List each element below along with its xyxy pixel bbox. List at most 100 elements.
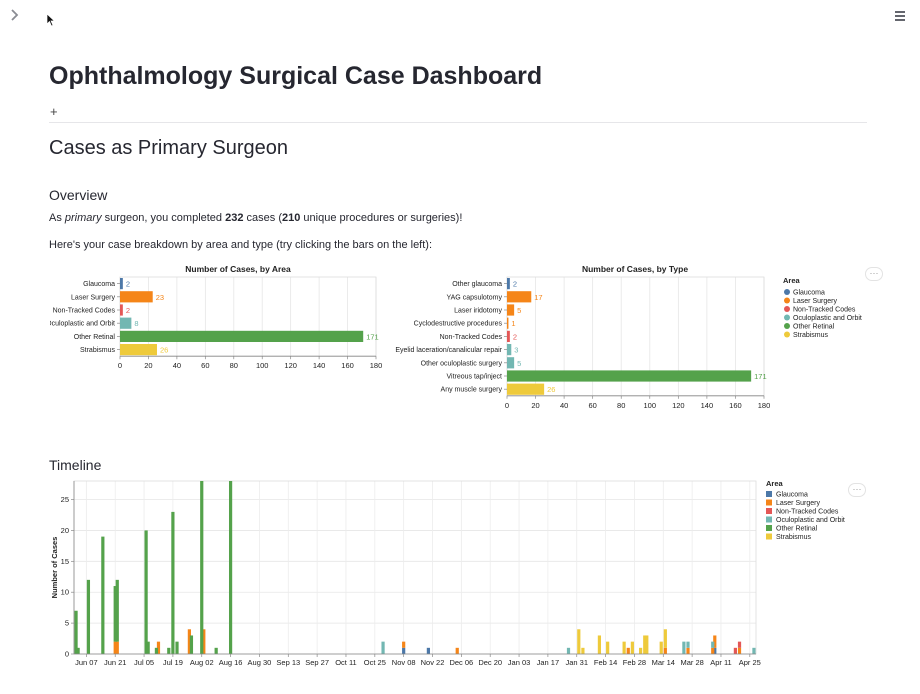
timeline-bar xyxy=(202,629,206,654)
x-tick-label: Nov 22 xyxy=(421,658,445,667)
x-tick-label: Dec 20 xyxy=(478,658,502,667)
legend-swatch xyxy=(784,314,790,321)
legend-swatch xyxy=(766,533,772,540)
x-tick-label: Dec 06 xyxy=(449,658,473,667)
bar-value-label: 3 xyxy=(514,346,518,355)
timeline-bar xyxy=(214,647,218,654)
timeline-heading: Timeline xyxy=(49,457,102,473)
bar xyxy=(120,330,364,342)
bar-value-label: 2 xyxy=(126,280,130,289)
x-tick-label: 20 xyxy=(531,401,539,410)
legend-swatch xyxy=(784,331,790,338)
x-tick-label: Jan 03 xyxy=(508,658,531,667)
x-tick-label: Jan 17 xyxy=(537,658,560,667)
timeline-bar xyxy=(144,530,148,654)
legend-swatch xyxy=(766,499,772,506)
x-tick-label: 140 xyxy=(313,361,326,370)
bar xyxy=(507,291,532,303)
y-tick-label: 15 xyxy=(61,557,69,566)
legend-label: Other Retinal xyxy=(776,526,818,533)
timeline-bar xyxy=(737,641,742,648)
y-tick-label: 25 xyxy=(61,495,69,504)
plot-frame xyxy=(73,480,757,655)
bar-value-label: 26 xyxy=(160,346,168,355)
x-tick-label: 160 xyxy=(729,401,742,410)
timeline-bar xyxy=(686,641,690,648)
timeline-bar xyxy=(455,647,459,654)
bar-value-label: 2 xyxy=(513,280,517,289)
legend-swatch xyxy=(784,289,790,295)
timeline-bar xyxy=(402,647,406,654)
x-tick-label: 40 xyxy=(560,401,568,410)
timeline-bar xyxy=(167,647,171,654)
hamburger-menu-icon xyxy=(895,11,905,21)
cases-by-area-chart[interactable]: Number of Cases, by Area 2 Glaucoma 23 Laser… xyxy=(50,260,395,410)
legend-label: Non-Tracked Codes xyxy=(793,307,856,314)
x-tick-label: 40 xyxy=(173,361,181,370)
timeline-bar xyxy=(711,647,715,654)
timeline-bar xyxy=(577,629,581,654)
category-label: Oculoplastic and Orbit xyxy=(50,321,115,328)
category-label: Laser iridotomy xyxy=(454,308,502,315)
sidebar-toggle-button[interactable] xyxy=(8,8,22,22)
chart-actions-menu-button[interactable]: ··· xyxy=(865,267,883,281)
chart-title: Number of Cases, by Area xyxy=(185,264,291,274)
page-title: Ophthalmology Surgical Case Dashboard xyxy=(49,62,543,90)
x-tick-label: Oct 11 xyxy=(335,658,357,667)
main-menu-button[interactable] xyxy=(893,9,907,23)
bar-value-label: 1 xyxy=(511,319,515,328)
category-label: YAG capsulotomy xyxy=(446,294,502,301)
legend-label: Oculoplastic and Orbit xyxy=(793,315,862,322)
x-tick-label: Sep 13 xyxy=(276,658,300,667)
timeline-bar xyxy=(381,641,385,654)
x-tick-label: Feb 28 xyxy=(623,658,646,667)
x-tick-label: Jan 31 xyxy=(565,658,588,667)
x-tick-label: 80 xyxy=(230,361,238,370)
add-button[interactable]: + xyxy=(50,104,58,119)
summary-mid2: cases ( xyxy=(243,212,282,224)
y-tick-label: 20 xyxy=(61,526,69,535)
legend-label: Laser Surgery xyxy=(776,500,820,507)
timeline-bar xyxy=(86,579,91,654)
x-tick-label: Aug 16 xyxy=(219,658,243,667)
timeline-bar xyxy=(113,641,117,654)
timeline-bar xyxy=(626,647,630,654)
bar xyxy=(507,383,545,395)
bar-value-label: 171 xyxy=(754,372,767,381)
x-tick-label: 80 xyxy=(617,401,625,410)
bar xyxy=(507,330,510,342)
category-label: Non-Tracked Codes xyxy=(53,308,116,315)
timeline-bar xyxy=(686,647,690,654)
category-label: Other oculoplastic surgery xyxy=(421,360,503,367)
x-tick-label: Apr 11 xyxy=(710,658,732,667)
timeline-bar xyxy=(645,635,649,654)
bar xyxy=(507,357,515,369)
timeline-bar xyxy=(115,641,119,654)
timeline-chart[interactable]: 0 5 10 15 20 25 Jun 07 Jun 21 Jul 05 Jul 19 Aug 02… xyxy=(44,476,854,672)
bar-value-label: 2 xyxy=(126,306,130,315)
summary-cases-count: 232 xyxy=(225,212,244,224)
cases-by-type-chart[interactable]: Number of Cases, by Type 2 Other glaucoma 1… xyxy=(395,260,875,410)
legend-label: Other Retinal xyxy=(793,324,835,331)
x-tick-label: Feb 14 xyxy=(594,658,617,667)
bar-value-label: 5 xyxy=(517,306,521,315)
timeline-bar xyxy=(737,647,742,654)
x-tick-label: 60 xyxy=(588,401,596,410)
bar xyxy=(507,278,510,290)
category-label: Strabismus xyxy=(80,347,116,354)
chart-title: Number of Cases, by Type xyxy=(582,264,688,274)
timeline-bar xyxy=(76,647,80,654)
timeline-bar xyxy=(154,647,159,654)
plot-frame xyxy=(119,276,377,357)
y-tick-label: 10 xyxy=(61,588,69,597)
timeline-actions-menu-button[interactable]: ··· xyxy=(848,483,866,497)
bar-value-label: 17 xyxy=(534,293,542,302)
bar xyxy=(120,304,123,316)
bar-value-label: 5 xyxy=(517,359,521,368)
legend-label: Non-Tracked Codes xyxy=(776,509,839,516)
timeline-bar xyxy=(713,647,717,654)
timeline-bar xyxy=(200,481,204,654)
x-tick-label: 0 xyxy=(118,361,122,370)
x-tick-label: Mar 28 xyxy=(680,658,703,667)
